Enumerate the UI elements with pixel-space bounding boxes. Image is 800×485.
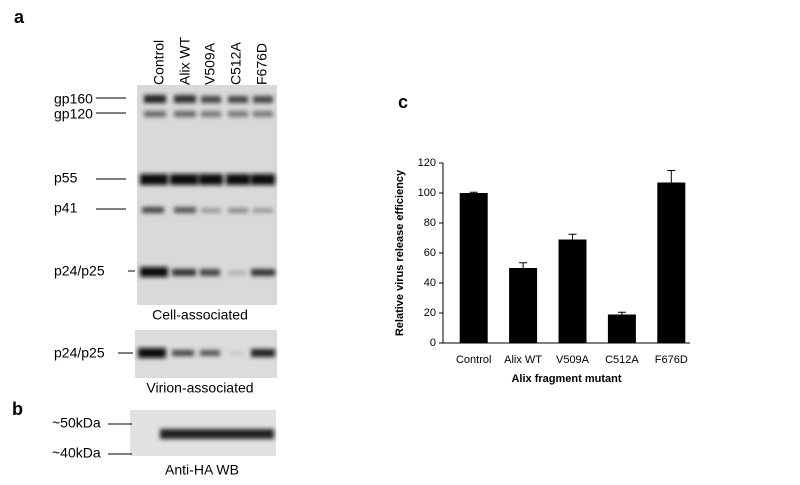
- x-axis-title: Alix fragment mutant: [511, 373, 621, 385]
- marker-label: ~50kDa: [52, 415, 101, 431]
- marker-label: ~40kDa: [52, 445, 101, 461]
- blot-cell: [137, 85, 277, 305]
- panel-label: a: [14, 7, 25, 27]
- x-tick-label: C512A: [605, 354, 639, 366]
- lane-label: F676D: [254, 43, 270, 85]
- lane-label: C512A: [228, 42, 244, 85]
- y-tick-label: 120: [418, 157, 436, 169]
- y-tick-label: 0: [430, 337, 436, 349]
- band-label: gp160: [54, 91, 93, 107]
- chart: 0 20 40 60 80 100 120 Relative virus release ef…: [394, 157, 690, 385]
- bar: [657, 182, 686, 343]
- band-label: p41: [54, 200, 78, 216]
- band-label: p24/p25: [54, 345, 105, 361]
- band-label: gp120: [54, 106, 93, 122]
- band-label: p24/p25: [54, 263, 105, 279]
- bar: [558, 239, 587, 343]
- blot-caption: Virion-associated: [146, 380, 253, 396]
- lane-label: Control: [151, 40, 167, 85]
- y-tick-label: 80: [424, 217, 436, 229]
- band-label: p55: [54, 170, 78, 186]
- x-tick-label: Alix WT: [504, 354, 542, 366]
- bar: [607, 314, 636, 343]
- lane-label: Alix WT: [177, 36, 193, 85]
- blot-virion: [135, 330, 277, 378]
- y-axis-title: Relative virus release efficiency: [394, 169, 406, 336]
- bar: [459, 193, 488, 343]
- y-tick-label: 60: [424, 247, 436, 259]
- y-tick-label: 100: [418, 187, 436, 199]
- x-tick-label: F676D: [655, 354, 688, 366]
- lane-label: V509A: [202, 42, 218, 85]
- x-tick-label: V509A: [556, 354, 590, 366]
- panel-label: b: [12, 399, 23, 419]
- y-tick-label: 20: [424, 307, 436, 319]
- band-arrows: [96, 97, 135, 354]
- y-tick-label: 40: [424, 277, 436, 289]
- blot-caption: Cell-associated: [152, 307, 248, 323]
- x-tick-label: Control: [456, 354, 491, 366]
- marker-lines: [108, 423, 132, 455]
- bar: [509, 268, 538, 343]
- panel-label: c: [398, 92, 408, 112]
- blot-ha: [130, 410, 276, 456]
- blot-caption: Anti-HA WB: [165, 462, 239, 478]
